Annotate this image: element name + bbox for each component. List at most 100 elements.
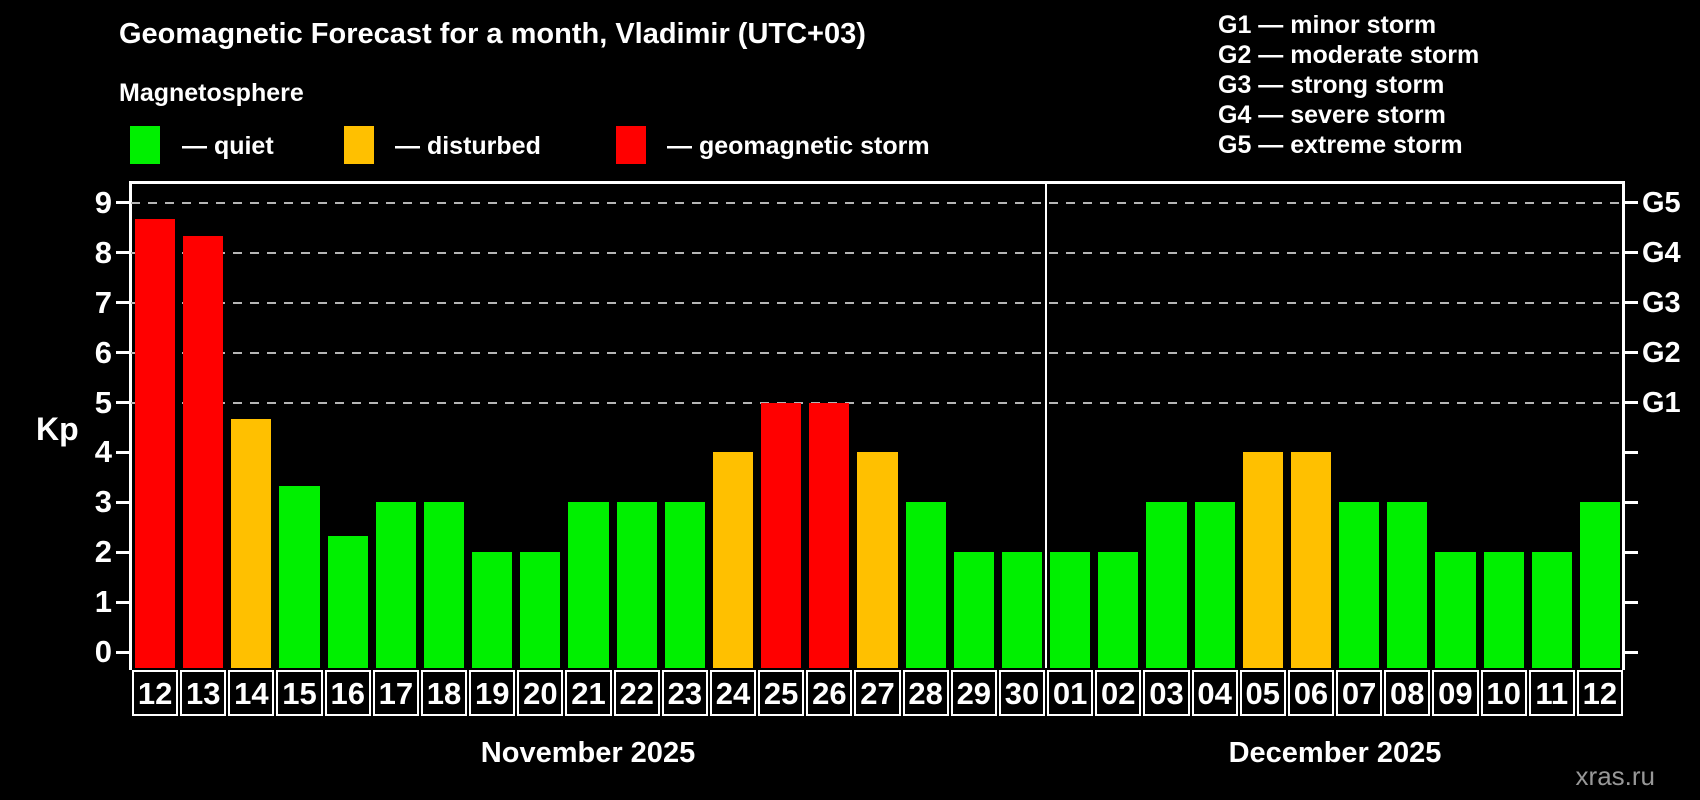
day-label-18: 18 — [420, 670, 468, 716]
y-axis-label-8: 8 — [94, 234, 112, 270]
day-label-06: 06 — [1287, 670, 1335, 716]
y-axis-tick-right-1 — [1625, 600, 1638, 604]
day-label-01: 01 — [1047, 670, 1094, 716]
kp-bar-24 — [712, 452, 754, 668]
legend-quiet-swatch-icon — [130, 126, 160, 164]
day-label-13: 13 — [180, 670, 227, 716]
kp-bar-15 — [279, 485, 320, 668]
kp-bar-13 — [183, 236, 224, 668]
day-label-05: 05 — [1239, 670, 1286, 716]
gridline-kp-6 — [131, 351, 1624, 354]
y-axis-tick-right-4 — [1625, 450, 1638, 454]
y-axis-label-1: 1 — [94, 584, 112, 620]
legend-storm-swatch-icon — [616, 126, 646, 164]
legend-quiet-label: — quiet — [182, 132, 274, 160]
y-axis-tick-left-2 — [116, 550, 129, 554]
day-label-14: 14 — [228, 670, 275, 716]
y-axis-tick-right-2 — [1625, 550, 1638, 554]
day-label-20: 20 — [517, 670, 564, 716]
kp-bar-01 — [1050, 552, 1091, 668]
y-axis-tick-left-9 — [116, 201, 129, 205]
y-axis-label-6: 6 — [94, 334, 112, 370]
kp-bar-26 — [809, 402, 850, 668]
kp-bar-27 — [857, 452, 898, 668]
day-label-04: 04 — [1191, 670, 1238, 716]
day-label-12: 12 — [1576, 670, 1623, 716]
kp-bar-12 — [1579, 502, 1620, 668]
kp-bar-21 — [568, 502, 609, 668]
day-label-21: 21 — [565, 670, 612, 716]
kp-bar-08 — [1387, 502, 1428, 668]
y-axis-tick-left-7 — [116, 301, 129, 305]
kp-bar-19 — [472, 552, 513, 668]
day-label-19: 19 — [469, 670, 516, 716]
g-axis-label-g3: G3 — [1642, 286, 1681, 319]
kp-bar-10 — [1483, 552, 1524, 668]
gridline-kp-5 — [131, 401, 1624, 404]
month-label-november: November 2025 — [480, 737, 696, 769]
kp-bar-03 — [1146, 502, 1187, 668]
g-legend-line-g1: G1 — minor storm — [1218, 11, 1437, 39]
kp-bar-16 — [327, 535, 368, 668]
y-axis-tick-left-6 — [116, 351, 129, 355]
y-axis-tick-right-3 — [1625, 500, 1638, 504]
kp-bar-29 — [953, 552, 994, 668]
g-legend-line-g2: G2 — moderate storm — [1218, 41, 1480, 69]
month-label-december: December 2025 — [1228, 737, 1442, 769]
kp-bar-14 — [231, 418, 272, 668]
y-axis-tick-left-3 — [116, 500, 129, 504]
day-label-12: 12 — [132, 670, 179, 716]
y-axis-label-2: 2 — [94, 534, 112, 570]
kp-bar-18 — [423, 502, 465, 668]
kp-bar-02 — [1098, 552, 1139, 668]
kp-bar-28 — [905, 502, 946, 668]
day-label-10: 10 — [1480, 670, 1527, 716]
kp-bar-11 — [1531, 552, 1572, 668]
kp-bar-07 — [1339, 502, 1380, 668]
watermark: xras.ru — [1575, 761, 1655, 791]
gridline-kp-7 — [131, 301, 1624, 304]
y-axis-tick-right-8 — [1625, 251, 1638, 255]
kp-bar-17 — [375, 502, 416, 668]
gridline-kp-9 — [131, 201, 1624, 204]
g-legend-line-g4: G4 — severe storm — [1218, 101, 1446, 129]
y-axis-title: Kp — [36, 411, 79, 447]
kp-bar-20 — [520, 552, 561, 668]
legend-disturbed-swatch-icon — [344, 126, 374, 164]
day-label-16: 16 — [324, 670, 371, 716]
kp-bar-22 — [616, 502, 657, 668]
g-axis-label-g1: G1 — [1642, 386, 1681, 419]
y-axis-tick-left-8 — [116, 251, 129, 255]
day-label-08: 08 — [1384, 670, 1431, 716]
g-scale-legend: G1 — minor storm G2 — moderate storm G3 … — [1218, 10, 1479, 160]
kp-bar-25 — [761, 402, 802, 668]
chart-title: Geomagnetic Forecast for a month, Vladim… — [119, 18, 866, 50]
day-label-24: 24 — [709, 670, 757, 716]
day-label-30: 30 — [998, 670, 1046, 716]
kp-bar-06 — [1290, 452, 1332, 668]
day-label-26: 26 — [806, 670, 853, 716]
y-axis-tick-left-5 — [116, 401, 129, 404]
y-axis-tick-left-1 — [116, 600, 129, 604]
day-label-15: 15 — [276, 670, 323, 716]
y-axis-label-3: 3 — [94, 484, 112, 520]
plot-frame — [129, 181, 1625, 670]
y-axis-tick-right-0 — [1625, 650, 1638, 654]
kp-bar-12 — [135, 219, 176, 668]
y-axis-tick-left-0 — [116, 650, 129, 654]
day-label-03: 03 — [1143, 670, 1190, 716]
day-label-11: 11 — [1528, 670, 1575, 716]
g-legend-line-g5: G5 — extreme storm — [1218, 131, 1463, 159]
y-axis-label-5: 5 — [94, 384, 112, 420]
day-label-23: 23 — [661, 670, 708, 716]
y-axis-label-7: 7 — [94, 284, 112, 320]
kp-bar-30 — [1001, 552, 1043, 668]
legend-disturbed-label: — disturbed — [395, 132, 541, 160]
y-axis-tick-right-9 — [1625, 201, 1638, 205]
month-separator — [1045, 183, 1048, 668]
day-label-27: 27 — [854, 670, 901, 716]
y-axis-tick-right-7 — [1625, 301, 1638, 305]
kp-bar-05 — [1242, 452, 1283, 668]
chart-subtitle: Magnetosphere — [119, 79, 304, 107]
